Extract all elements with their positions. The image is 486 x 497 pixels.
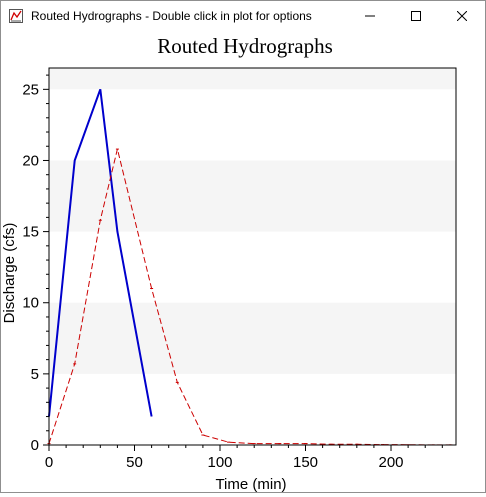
grid-band — [49, 68, 456, 90]
y-tick-label: 25 — [22, 81, 39, 98]
y-tick-label: 15 — [22, 224, 39, 241]
x-tick-label: 100 — [207, 454, 232, 471]
title-bar[interactable]: Routed Hydrographs - Double click in plo… — [1, 1, 485, 31]
series-line-1 — [48, 88, 153, 417]
axis-ticks: 0 50 100 150 200 0 5 10 15 20 25 — [22, 74, 443, 471]
close-button[interactable] — [439, 1, 485, 31]
x-axis-label: Time (min) — [215, 476, 286, 492]
y-tick-label: 20 — [22, 152, 39, 169]
y-tick-label: 5 — [31, 366, 39, 383]
y-axis-label: Discharge (cfs) — [1, 223, 18, 324]
grid-bands — [49, 68, 456, 374]
y-tick-label: 10 — [22, 295, 39, 312]
x-tick-label: 150 — [293, 454, 318, 471]
minimize-button[interactable] — [347, 1, 393, 31]
chart-app-icon — [9, 9, 23, 23]
maximize-button[interactable] — [393, 1, 439, 31]
y-tick-label: 0 — [31, 437, 39, 454]
x-tick-label: 50 — [126, 454, 143, 471]
x-tick-label: 0 — [45, 454, 53, 471]
maximize-icon — [411, 11, 421, 21]
window-title: Routed Hydrographs - Double click in plo… — [31, 9, 312, 23]
minimize-icon — [365, 15, 375, 17]
chart-title: Routed Hydrographs — [157, 34, 333, 58]
plot-frame — [48, 67, 457, 446]
series-layer — [47, 88, 453, 446]
routed-hydrographs-chart[interactable]: Routed Hydrographs 0 50 100 150 200 0 5 10 15 20 2… — [1, 31, 485, 493]
plot-area[interactable]: Routed Hydrographs 0 50 100 150 200 0 5 10 15 20 2… — [1, 31, 485, 493]
close-icon — [457, 11, 467, 21]
x-tick-label: 200 — [379, 454, 404, 471]
grid-band — [49, 302, 456, 374]
